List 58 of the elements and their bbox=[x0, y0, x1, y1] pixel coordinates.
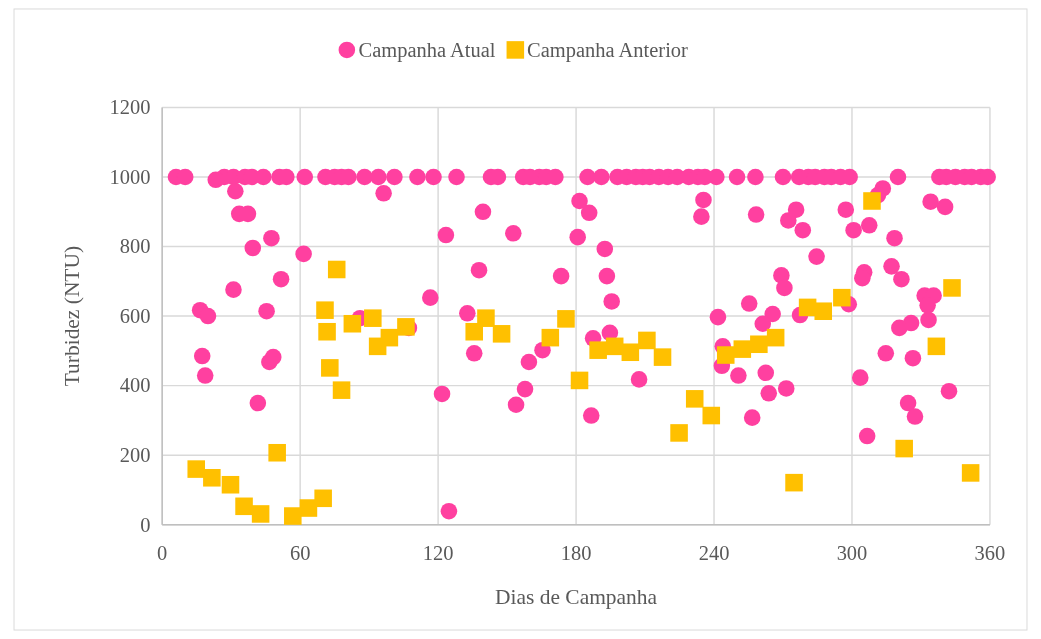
x-tick-label: 120 bbox=[422, 541, 454, 564]
point bbox=[702, 406, 721, 425]
x-tick-label: 240 bbox=[698, 541, 730, 564]
x-axis-title: Dias de Campanha bbox=[495, 584, 658, 609]
legend-label: Campanha Anterior bbox=[527, 38, 689, 62]
point bbox=[251, 505, 270, 523]
y-tick-label: 600 bbox=[119, 304, 151, 327]
point bbox=[895, 439, 913, 458]
point bbox=[465, 322, 483, 341]
y-tick-label: 800 bbox=[119, 235, 151, 258]
point bbox=[570, 371, 589, 390]
x-tick-label: 360 bbox=[974, 541, 1006, 564]
point bbox=[621, 343, 640, 362]
point bbox=[299, 499, 318, 517]
point bbox=[492, 325, 511, 343]
legend-label: Campanha Atual bbox=[358, 38, 496, 62]
point bbox=[268, 443, 286, 462]
y-tick-label: 1200 bbox=[109, 96, 151, 119]
y-tick-label: 200 bbox=[119, 444, 151, 467]
y-tick-label: 1000 bbox=[109, 165, 151, 188]
point bbox=[638, 331, 656, 350]
x-tick-label: 60 bbox=[289, 541, 311, 564]
point bbox=[221, 475, 240, 494]
point bbox=[785, 473, 803, 492]
point bbox=[364, 309, 382, 327]
point bbox=[380, 328, 399, 347]
point bbox=[321, 359, 339, 377]
point bbox=[343, 314, 362, 333]
point bbox=[943, 279, 961, 297]
x-tick-label: 300 bbox=[836, 541, 868, 564]
point bbox=[589, 341, 607, 359]
point bbox=[314, 489, 332, 508]
y-tick-label: 0 bbox=[140, 513, 151, 536]
point bbox=[927, 337, 946, 356]
x-tick-label: 180 bbox=[560, 541, 592, 564]
point bbox=[863, 192, 881, 210]
point bbox=[557, 310, 575, 328]
point bbox=[318, 322, 336, 341]
point bbox=[766, 328, 785, 347]
point bbox=[332, 381, 351, 399]
point bbox=[670, 424, 688, 442]
y-axis-title: Turbidez (NTU) bbox=[60, 245, 85, 387]
point bbox=[685, 390, 704, 408]
point bbox=[541, 328, 560, 347]
point bbox=[235, 497, 253, 516]
y-tick-label: 400 bbox=[119, 374, 151, 397]
point bbox=[814, 302, 833, 320]
point bbox=[284, 507, 302, 525]
point bbox=[961, 464, 980, 482]
point bbox=[187, 460, 206, 478]
point bbox=[716, 346, 735, 364]
point bbox=[203, 469, 221, 487]
point bbox=[316, 301, 334, 319]
point bbox=[833, 288, 851, 307]
point bbox=[327, 260, 346, 279]
x-tick-label: 0 bbox=[157, 541, 168, 564]
point bbox=[653, 348, 672, 366]
point bbox=[477, 309, 495, 327]
